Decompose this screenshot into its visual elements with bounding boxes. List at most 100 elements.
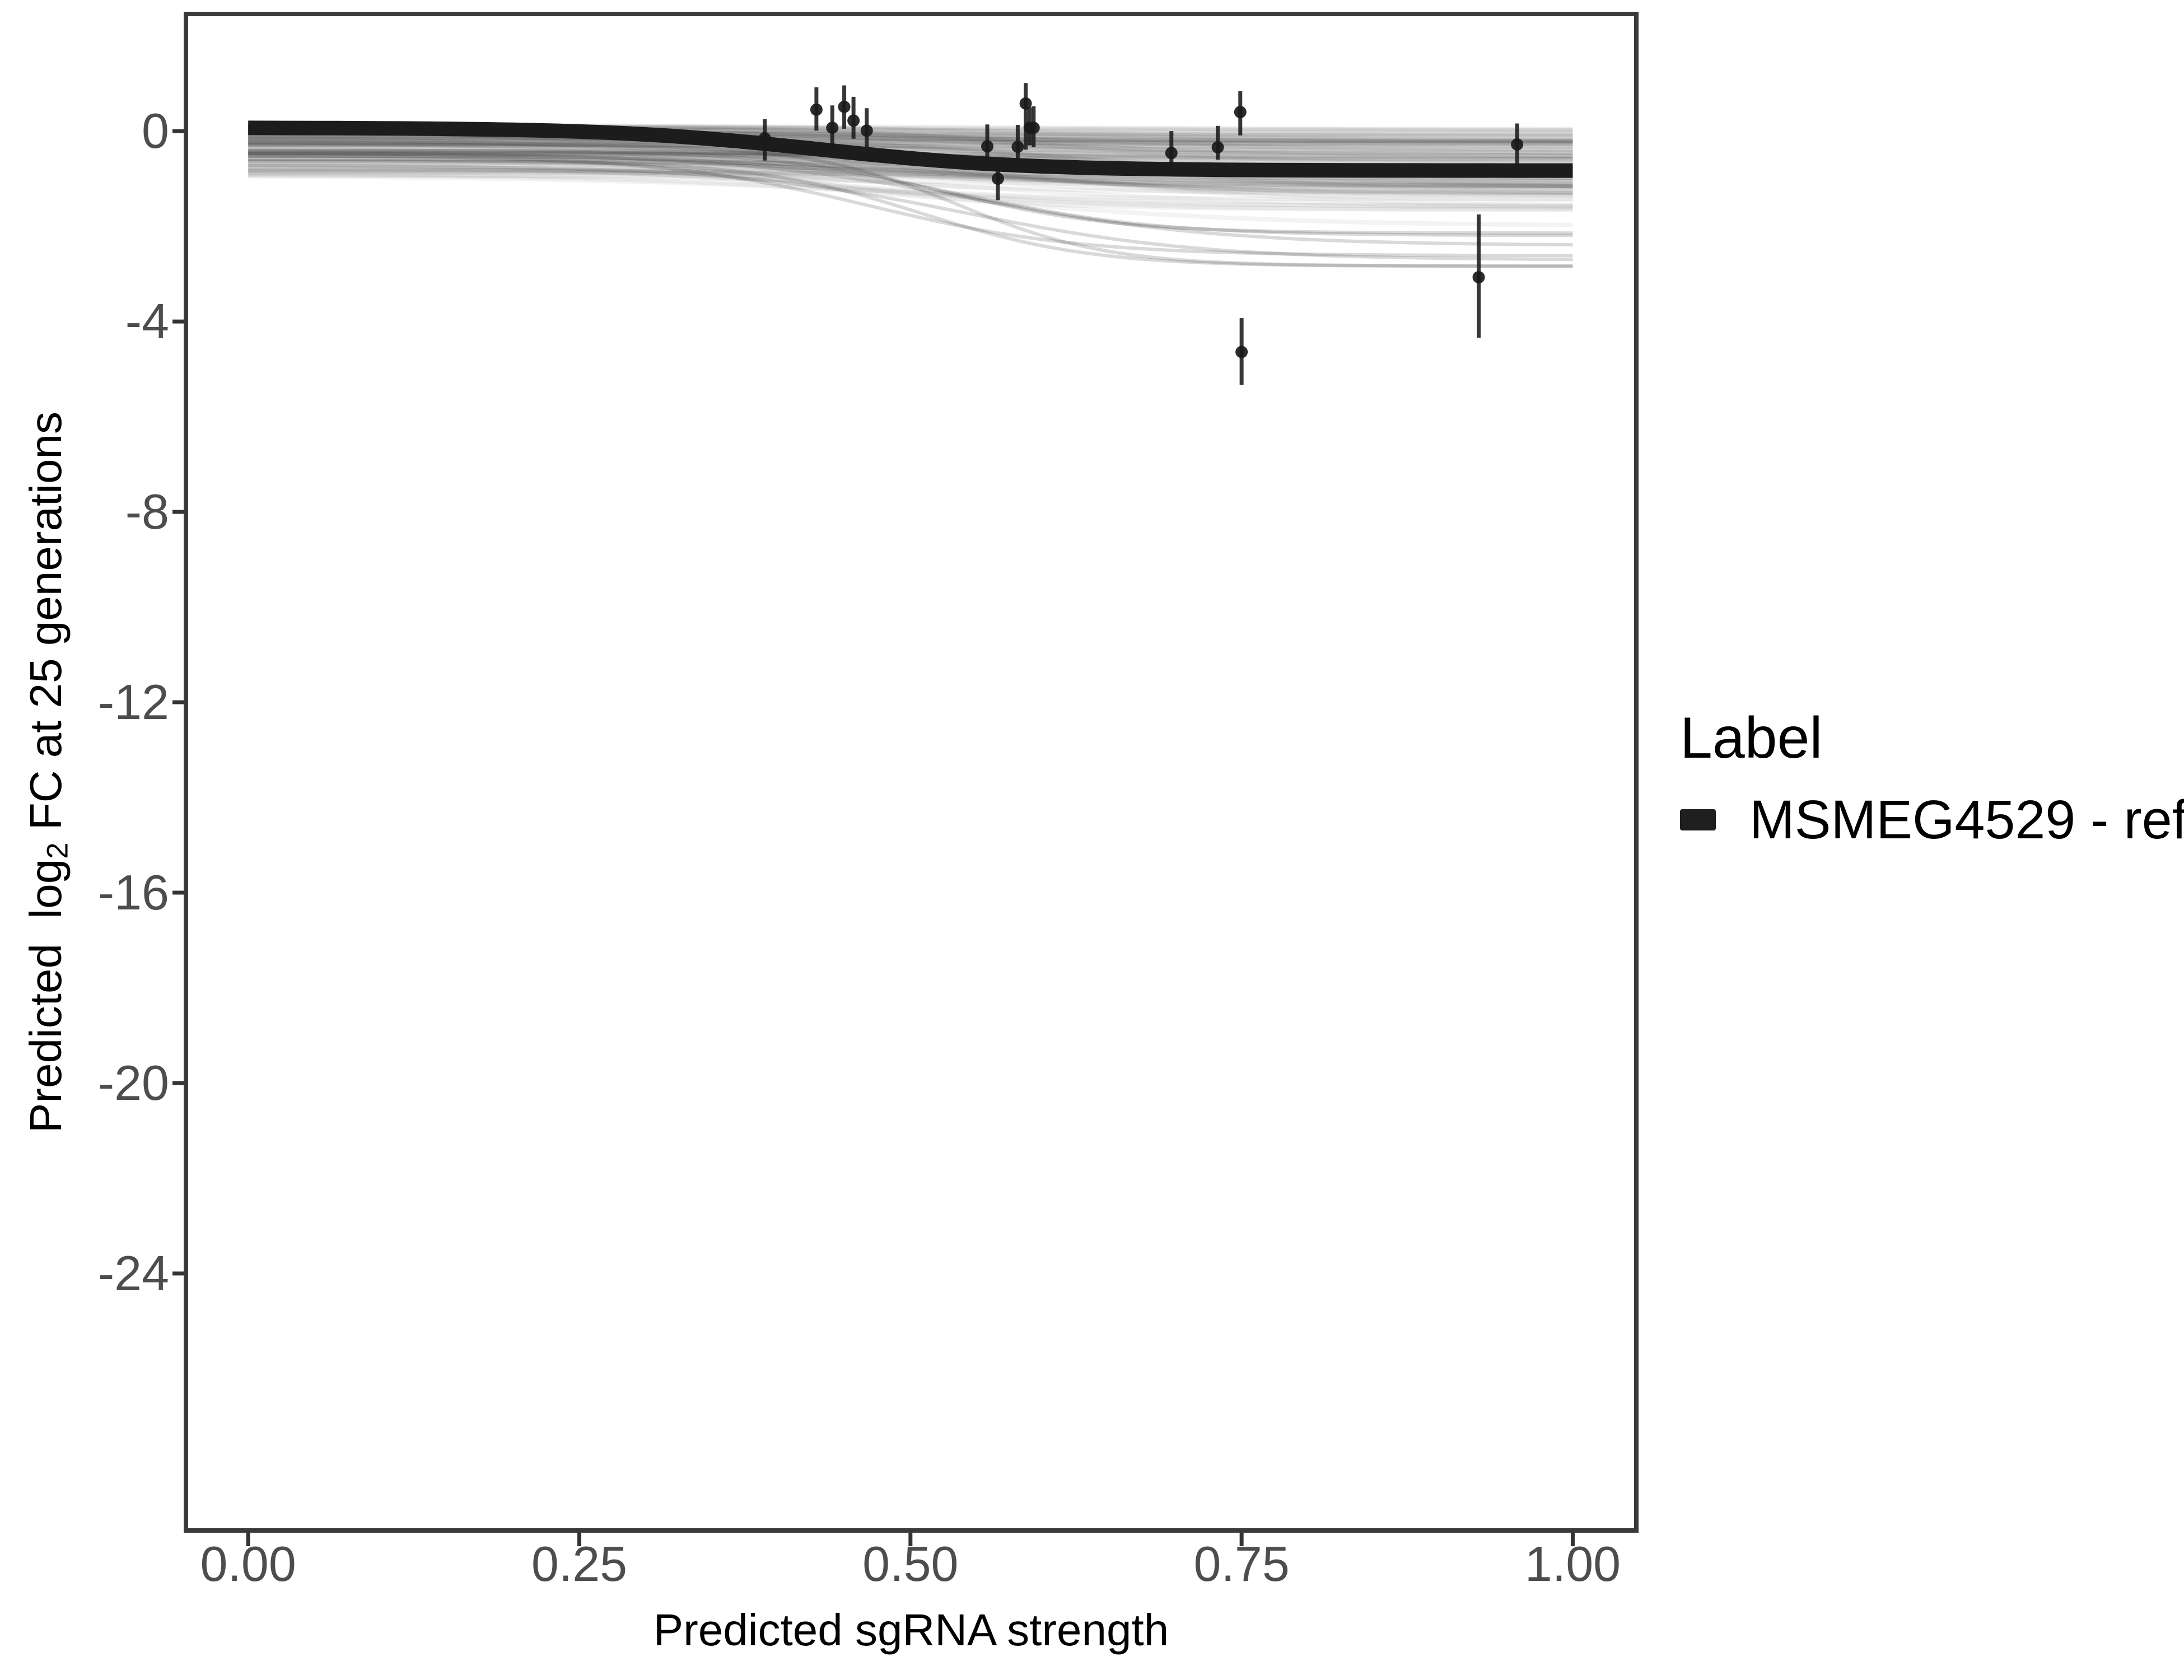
posterior-draw-curve <box>248 134 1573 144</box>
y-axis-title: Predicted log2 FC at 25 generations <box>15 156 77 1388</box>
posterior-draw-curve <box>248 158 1573 194</box>
posterior-draw-curve <box>248 167 1573 184</box>
pointrange <box>838 85 851 129</box>
panel-border <box>184 12 1639 1533</box>
posterior-draw-curve <box>248 135 1573 143</box>
posterior-draw-curve <box>248 140 1573 147</box>
pointrange <box>981 124 994 159</box>
y-tick-label: -24 <box>97 1245 169 1301</box>
pointrange <box>1019 83 1032 150</box>
y-tick-label: 0 <box>142 103 169 159</box>
posterior-draw-curve <box>248 138 1573 144</box>
y-tick-label: -8 <box>125 484 169 540</box>
posterior-draw-curve <box>248 149 1573 188</box>
posterior-draw-curve <box>248 156 1573 212</box>
posterior-draw-curve <box>248 166 1573 209</box>
data-point <box>758 132 771 144</box>
pointrange <box>1511 123 1524 169</box>
posterior-outlier-curve <box>248 164 1573 262</box>
posterior-draw-curve <box>248 136 1573 186</box>
data-point <box>1472 271 1485 284</box>
pointrange <box>1472 214 1485 338</box>
posterior-draw-curve <box>248 162 1573 212</box>
data-point <box>826 122 839 134</box>
pointrange <box>826 105 839 147</box>
pointrange <box>847 96 860 139</box>
y-axis-title-pre: Predicted log <box>21 858 71 1133</box>
posterior-draw-curve <box>248 172 1573 227</box>
posterior-draw-curve <box>248 162 1573 195</box>
x-axis-title: Predicted sgRNA strength <box>653 1605 1169 1655</box>
posterior-draw-curve <box>248 138 1573 150</box>
posterior-draw-curve <box>248 158 1573 202</box>
pointrange <box>1165 131 1178 170</box>
posterior-draw-curve <box>248 136 1573 158</box>
data-point <box>1165 147 1178 160</box>
x-tick-label: 0.00 <box>200 1536 296 1592</box>
posterior-draw-curve <box>248 132 1573 158</box>
legend-title: Label <box>1680 706 1823 771</box>
posterior-draw-curve <box>248 143 1573 188</box>
reference-curve <box>248 120 1573 178</box>
posterior-draw-curve <box>248 170 1573 195</box>
data-point <box>860 124 873 137</box>
posterior-draw-curve <box>248 134 1573 158</box>
data-point <box>1027 122 1040 134</box>
posterior-draw-curve <box>248 169 1573 189</box>
posterior-draw-curve <box>248 156 1573 208</box>
pointrange <box>991 169 1004 200</box>
posterior-draw-curve <box>248 143 1573 149</box>
data-point <box>1011 141 1024 153</box>
pointrange <box>1234 91 1247 136</box>
posterior-outlier-curve <box>248 154 1573 237</box>
data-point <box>810 103 823 116</box>
pointrange <box>1011 125 1024 160</box>
posterior-draw-curve <box>248 141 1573 152</box>
data-point <box>1019 97 1032 110</box>
posterior-draw-curve <box>248 160 1573 189</box>
axis-tick-marks <box>172 129 1575 1546</box>
pointrange <box>810 87 823 131</box>
data-point <box>1234 106 1247 119</box>
pointrange <box>860 108 873 147</box>
posterior-draw-curve <box>248 171 1573 189</box>
legend-key-line-swatch <box>1680 809 1716 830</box>
posterior-curves <box>248 122 1573 268</box>
pointrange-layer <box>758 83 1524 385</box>
data-point <box>847 114 860 127</box>
data-point <box>1235 346 1248 358</box>
pointrange <box>1211 125 1224 160</box>
data-point <box>838 100 851 113</box>
y-tick-label: -12 <box>97 674 169 730</box>
y-tick-label: -4 <box>125 293 169 349</box>
pointrange <box>1235 318 1248 385</box>
y-axis-title-post: FC at 25 generations <box>21 412 71 843</box>
posterior-draw-curve <box>248 152 1573 195</box>
posterior-draw-curve <box>248 167 1573 208</box>
legend: Label MSMEG4529 - ref <box>1680 704 2184 852</box>
x-tick-label: 0.25 <box>531 1536 628 1592</box>
posterior-draw-curve <box>248 146 1573 189</box>
legend-entry: MSMEG4529 - ref <box>1680 787 2184 852</box>
data-point <box>1211 141 1224 153</box>
pointrange <box>758 119 771 161</box>
posterior-draw-curve <box>248 151 1573 197</box>
posterior-draw-curve <box>248 136 1573 143</box>
posterior-outlier-curve <box>248 159 1573 268</box>
posterior-draw-curve <box>248 157 1573 198</box>
posterior-outlier-curve <box>248 152 1573 247</box>
y-tick-label: -16 <box>97 865 169 921</box>
posterior-draw-curve <box>248 137 1573 146</box>
y-axis-title-subscript: 2 <box>41 842 74 859</box>
posterior-draw-curve <box>248 168 1573 190</box>
posterior-draw-curve <box>248 153 1573 193</box>
pointrange <box>1027 106 1040 147</box>
posterior-draw-curve <box>248 168 1573 181</box>
data-point <box>981 140 994 153</box>
posterior-outlier-curve <box>248 143 1573 268</box>
posterior-draw-curve <box>248 136 1573 152</box>
posterior-draw-curve <box>248 145 1573 198</box>
posterior-draw-curve <box>248 138 1573 147</box>
